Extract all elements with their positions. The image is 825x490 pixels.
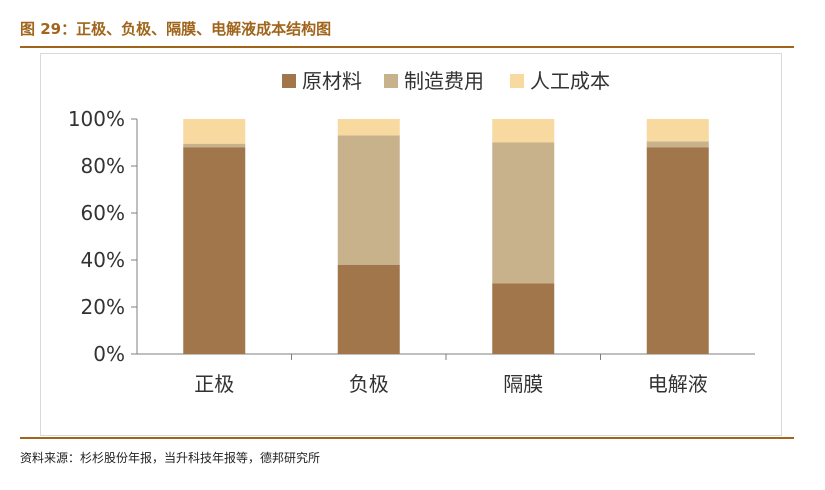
legend-label: 人工成本 [530, 69, 610, 93]
x-tick-label: 电解液 [648, 372, 708, 396]
figure-header: 图 29：正极、负极、隔膜、电解液成本结构图 [20, 18, 794, 44]
bar-segment [183, 147, 246, 354]
bar-segment [337, 135, 400, 265]
legend-swatch [510, 74, 524, 88]
bar-segment [183, 119, 246, 144]
bar-segment [183, 143, 246, 148]
y-tick-label: 80% [81, 154, 125, 178]
y-tick-label: 60% [81, 201, 125, 225]
x-tick-label: 负极 [349, 372, 389, 396]
y-tick-label: 20% [81, 295, 125, 319]
y-tick-label: 0% [93, 342, 125, 366]
bar-segment [492, 142, 555, 284]
header-rule [20, 46, 794, 48]
figure-title: 图 29：正极、负极、隔膜、电解液成本结构图 [20, 20, 332, 38]
source-note: 资料来源：杉杉股份年报，当升科技年报等，德邦研究所 [20, 451, 321, 465]
y-tick-label: 40% [81, 248, 125, 272]
legend-swatch [282, 74, 296, 88]
bar-segment [337, 119, 400, 136]
bar-segment [492, 283, 555, 354]
bar-segment [646, 141, 709, 148]
chart-frame [40, 53, 782, 436]
bar-segment [337, 264, 400, 354]
footer-rule [20, 437, 794, 439]
bar-segment [646, 119, 709, 142]
x-tick-label: 隔膜 [503, 372, 543, 396]
bar-segment [646, 147, 709, 354]
legend-label: 制造费用 [404, 69, 484, 93]
bar-segment [492, 119, 555, 143]
x-tick-label: 正极 [194, 372, 234, 396]
legend-label: 原材料 [302, 69, 362, 93]
legend-swatch [384, 74, 398, 88]
y-tick-label: 100% [68, 107, 125, 131]
